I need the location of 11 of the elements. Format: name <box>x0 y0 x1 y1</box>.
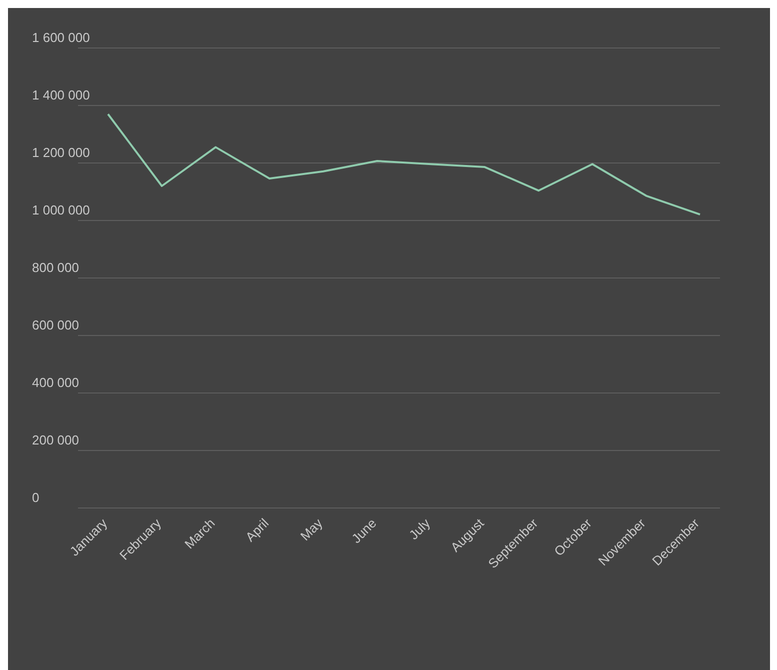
y-tick-label: 200 000 <box>32 432 79 448</box>
y-tick-label: 1 600 000 <box>32 30 90 45</box>
x-tick-label: July <box>406 515 434 542</box>
y-tick-label: 800 000 <box>32 260 79 275</box>
y-tick-label: 0 <box>32 490 40 505</box>
y-tick-label: 400 000 <box>32 375 79 390</box>
y-tick-label: 1 000 000 <box>32 202 90 218</box>
x-tick-label: May <box>297 515 326 544</box>
y-tick-label: 600 000 <box>32 318 79 332</box>
y-tick-label: 1 200 000 <box>32 145 90 160</box>
y-tick-label: 1 400 000 <box>32 88 90 102</box>
